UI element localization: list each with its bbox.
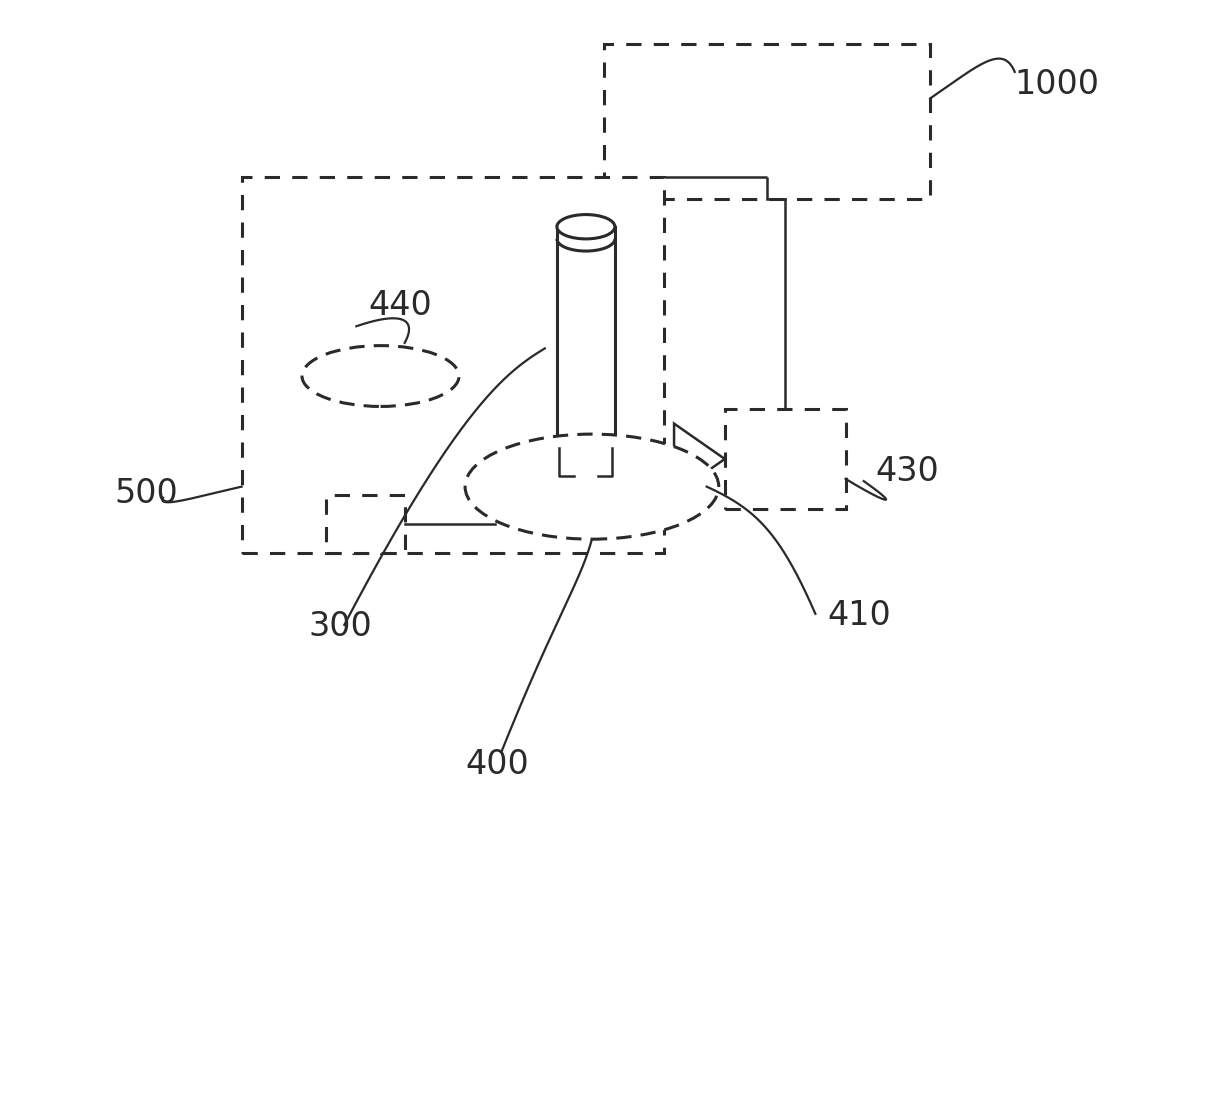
Ellipse shape: [465, 435, 719, 539]
Text: 300: 300: [308, 609, 372, 643]
Ellipse shape: [302, 345, 459, 406]
FancyBboxPatch shape: [604, 44, 930, 199]
Ellipse shape: [557, 215, 615, 239]
FancyBboxPatch shape: [725, 409, 846, 509]
Bar: [557, 227, 615, 448]
Text: 430: 430: [876, 455, 940, 488]
Text: 500: 500: [115, 477, 179, 510]
FancyBboxPatch shape: [326, 495, 405, 553]
Text: 440: 440: [368, 289, 432, 322]
Text: 400: 400: [465, 748, 529, 781]
Text: 410: 410: [827, 598, 892, 632]
FancyBboxPatch shape: [242, 177, 664, 553]
Polygon shape: [674, 424, 725, 494]
Text: 1000: 1000: [1015, 67, 1099, 101]
